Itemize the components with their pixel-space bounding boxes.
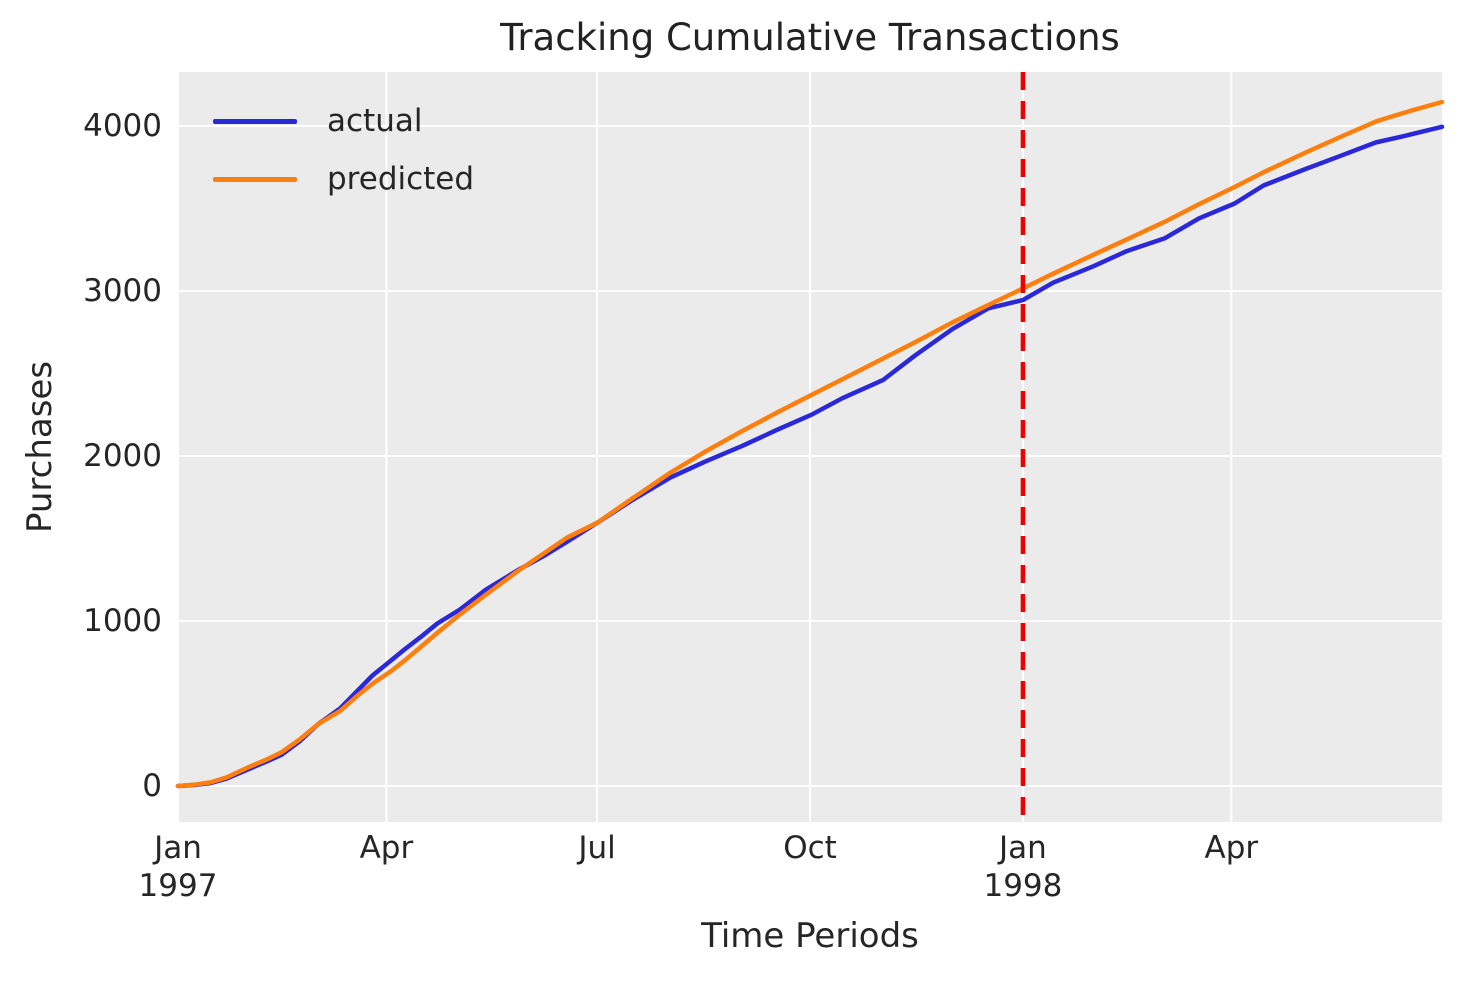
legend-line-predicted-icon <box>213 176 297 182</box>
legend-line-actual-icon <box>213 118 297 124</box>
predicted-line <box>175 99 1445 789</box>
legend-label-predicted: predicted <box>327 161 475 197</box>
y-tick-label: 2000 <box>83 437 162 474</box>
y-tick-label: 3000 <box>83 272 162 309</box>
legend-item-predicted: predicted <box>213 150 474 208</box>
y-tick-label: 0 <box>142 768 162 805</box>
x-tick-month-label: Oct <box>783 830 837 866</box>
legend: actual predicted <box>213 92 474 208</box>
x-tick-month-label: Jan <box>154 830 202 866</box>
x-tick-month-label: Apr <box>1204 830 1259 866</box>
x-tick-month-label: Apr <box>359 830 414 866</box>
x-tick-month-label: Jan <box>999 830 1047 866</box>
x-tick-month-label: Jul <box>578 830 616 866</box>
x-axis-label: Time Periods <box>701 916 919 956</box>
legend-label-actual: actual <box>327 103 423 139</box>
legend-item-actual: actual <box>213 92 474 150</box>
chart-title: Tracking Cumulative Transactions <box>500 16 1120 59</box>
y-tick-label: 4000 <box>83 107 162 144</box>
y-tick-label: 1000 <box>83 603 162 639</box>
x-tick-year-label: 1998 <box>983 868 1063 904</box>
x-tick-year-label: 1997 <box>138 868 218 904</box>
